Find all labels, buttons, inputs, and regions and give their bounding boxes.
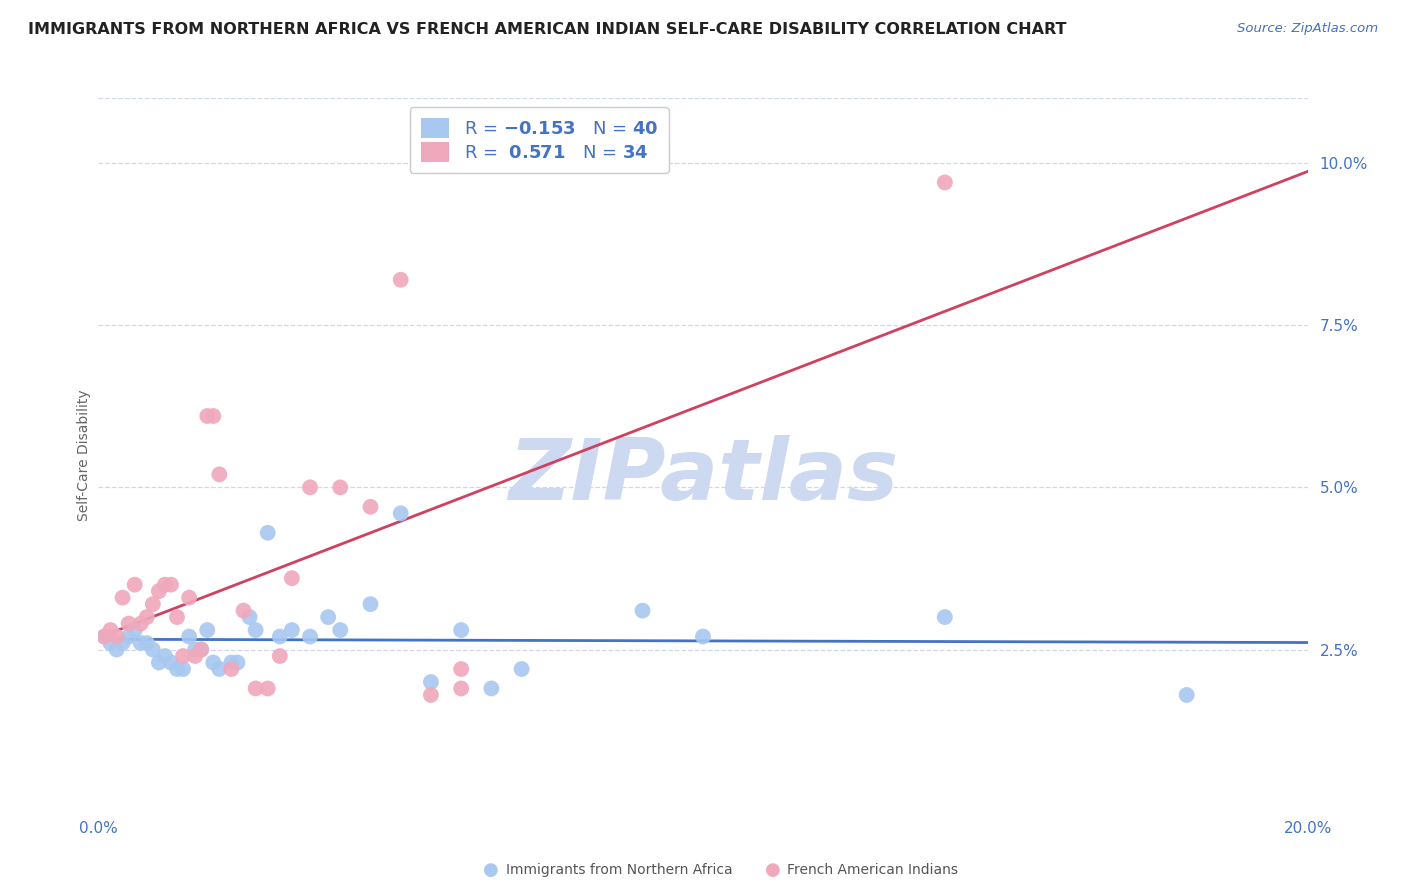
Text: ●: ● xyxy=(484,861,499,879)
Point xyxy=(360,500,382,514)
Point xyxy=(135,636,157,650)
Text: Immigrants from Northern Africa: Immigrants from Northern Africa xyxy=(506,863,733,877)
Point xyxy=(190,642,212,657)
Point xyxy=(208,662,231,676)
Text: Source: ZipAtlas.com: Source: ZipAtlas.com xyxy=(1237,22,1378,36)
Point xyxy=(190,642,212,657)
Point xyxy=(100,623,122,637)
Text: French American Indians: French American Indians xyxy=(787,863,959,877)
Point xyxy=(160,577,183,591)
Point xyxy=(450,623,472,637)
Point xyxy=(172,662,194,676)
Point xyxy=(195,409,218,423)
Point xyxy=(221,662,243,676)
Point xyxy=(299,630,322,644)
Point xyxy=(226,656,249,670)
Point xyxy=(172,648,194,663)
Point xyxy=(481,681,503,696)
Point xyxy=(129,636,152,650)
Text: ●: ● xyxy=(765,861,780,879)
Point xyxy=(245,681,267,696)
Point xyxy=(153,648,176,663)
Point xyxy=(934,176,956,190)
Point xyxy=(269,630,291,644)
Y-axis label: Self-Care Disability: Self-Care Disability xyxy=(77,389,91,521)
Point xyxy=(93,630,115,644)
Point xyxy=(245,623,267,637)
Point xyxy=(177,630,201,644)
Point xyxy=(124,623,146,637)
Legend: R = $\mathbf{-0.153}$   N = $\mathbf{40}$, R =  $\mathbf{0.571}$   N = $\mathbf{: R = $\mathbf{-0.153}$ N = $\mathbf{40}$,… xyxy=(409,107,669,173)
Point xyxy=(299,480,322,494)
Point xyxy=(195,623,218,637)
Point xyxy=(269,648,291,663)
Point xyxy=(419,688,441,702)
Point xyxy=(153,577,176,591)
Text: ZIPatlas: ZIPatlas xyxy=(508,434,898,518)
Point xyxy=(135,610,157,624)
Point xyxy=(389,273,412,287)
Point xyxy=(100,636,122,650)
Point xyxy=(129,616,152,631)
Point xyxy=(329,480,352,494)
Point xyxy=(934,610,956,624)
Point xyxy=(450,681,472,696)
Point xyxy=(124,577,146,591)
Point xyxy=(239,610,262,624)
Point xyxy=(118,630,141,644)
Point xyxy=(111,636,134,650)
Point xyxy=(184,642,207,657)
Point xyxy=(177,591,201,605)
Point xyxy=(692,630,714,644)
Point xyxy=(281,571,304,585)
Point xyxy=(1175,688,1198,702)
Point xyxy=(105,642,128,657)
Point xyxy=(256,681,278,696)
Point xyxy=(142,642,165,657)
Point xyxy=(631,604,654,618)
Point xyxy=(419,675,441,690)
Point xyxy=(93,630,115,644)
Point xyxy=(510,662,533,676)
Point xyxy=(202,656,225,670)
Point xyxy=(316,610,339,624)
Point xyxy=(208,467,231,482)
Text: IMMIGRANTS FROM NORTHERN AFRICA VS FRENCH AMERICAN INDIAN SELF-CARE DISABILITY C: IMMIGRANTS FROM NORTHERN AFRICA VS FRENC… xyxy=(28,22,1067,37)
Point xyxy=(148,584,170,599)
Point xyxy=(184,648,207,663)
Point xyxy=(221,656,243,670)
Point xyxy=(232,604,254,618)
Point xyxy=(111,591,134,605)
Point xyxy=(281,623,304,637)
Point xyxy=(360,597,382,611)
Point xyxy=(166,662,188,676)
Point xyxy=(256,525,278,540)
Point xyxy=(105,630,128,644)
Point xyxy=(389,506,412,520)
Point xyxy=(142,597,165,611)
Point xyxy=(166,610,188,624)
Point xyxy=(160,656,183,670)
Point xyxy=(450,662,472,676)
Point xyxy=(202,409,225,423)
Point xyxy=(329,623,352,637)
Point xyxy=(118,616,141,631)
Point xyxy=(148,656,170,670)
